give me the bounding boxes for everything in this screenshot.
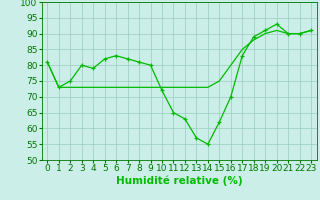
X-axis label: Humidité relative (%): Humidité relative (%) [116,176,243,186]
